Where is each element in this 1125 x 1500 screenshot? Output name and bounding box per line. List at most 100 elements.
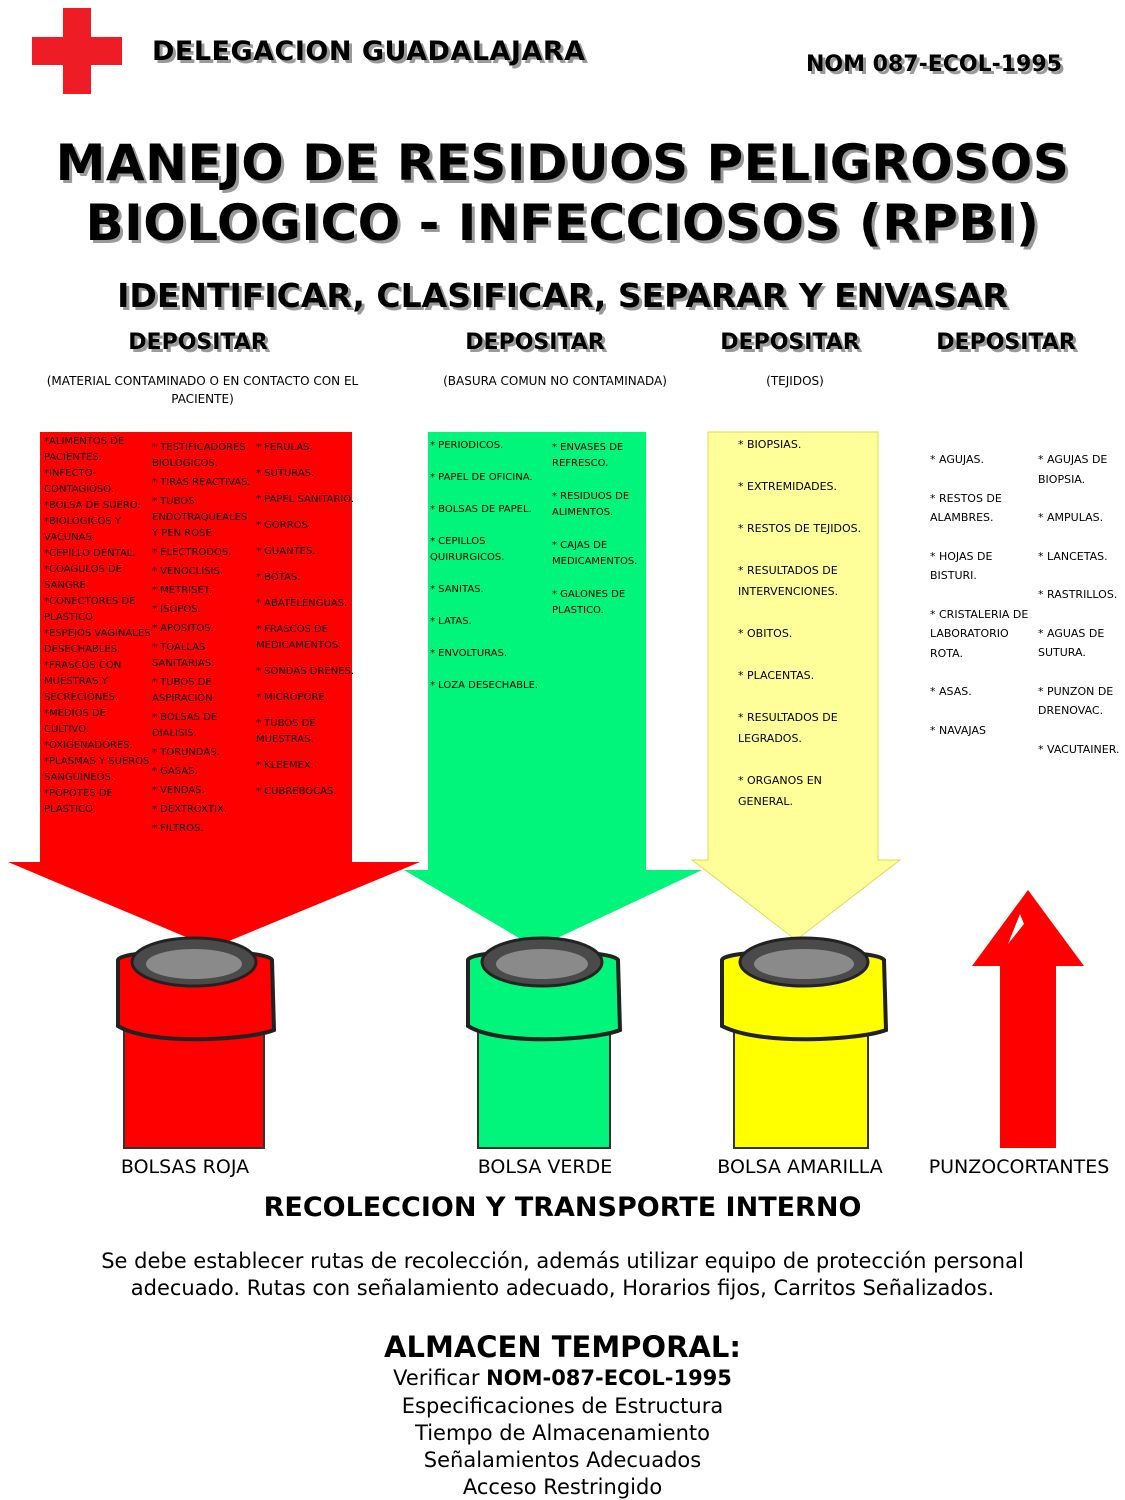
list-item: * LATAS. [430, 616, 472, 627]
list-item: * BOTAS. [256, 572, 301, 583]
yellow-list: * BIOPSIAS. * EXTREMIDADES. * RESTOS DE TE… [738, 434, 878, 833]
red-list-col1: *ALIMENTOS DE PACIENTES. *INFECTO-CONTAGI… [44, 434, 154, 818]
list-item: * CRISTALERIA DE LABORATORIO ROTA. [930, 607, 1029, 660]
red-arrow [8, 432, 420, 948]
list-item: * PLACENTAS. [738, 669, 815, 682]
list-item: * PUNZON DE DRENOVAC. [1038, 684, 1114, 718]
list-item: * VENOCLISIS. [152, 566, 224, 577]
list-item: * SONDAS DRENES. [256, 666, 355, 677]
list-item: * PAPEL DE OFICINA. [430, 472, 533, 483]
recoleccion-heading: RECOLECCION Y TRANSPORTE INTERNO [263, 1192, 862, 1223]
list-item: *BOLSA DE SUERO. [44, 500, 141, 511]
depositar-heading-red: DEPOSITAR [128, 330, 268, 355]
list-item: *CEPILLO DENTAL. [44, 548, 136, 559]
list-item: * VENDAS. [152, 785, 205, 796]
list-item: * RESIDUOS DE ALIMENTOS. [552, 491, 630, 518]
sharps-list-col2: * AGUJAS DE BIOPSIA. * AMPULAS. * LANCETAS… [1038, 450, 1124, 778]
list-item: * CEPILLOS QUIRURGICOS. [430, 536, 505, 563]
recoleccion-text: Se debe establecer rutas de recolección,… [80, 1248, 1045, 1302]
red-cross-logo [32, 8, 122, 94]
list-item: * AMPULAS. [1038, 511, 1104, 524]
green-list-col2: * ENVASES DE REFRESCO. * RESIDUOS DE ALIM… [552, 440, 648, 636]
list-item: * CUBREBOCAS. [256, 786, 337, 797]
list-item: * RESTOS DE TEJIDOS. [738, 522, 862, 535]
list-item: *CONECTORES DE PLÁSTICO. [44, 596, 136, 623]
list-item: * AGUAS DE SUTURA. [1038, 626, 1105, 660]
note-yellow: (TEJIDOS) [766, 374, 824, 388]
list-item: * KLEEMEX. [256, 760, 314, 771]
list-item: * OBITOS. [738, 627, 793, 640]
list-item: * TORUNDAS. [152, 747, 220, 758]
list-item: * APOSITOS. [152, 623, 214, 634]
depositar-heading-yellow: DEPOSITAR [720, 330, 860, 355]
list-item: * FRASCOS DE MEDICAMENTOS. [256, 624, 342, 651]
list-item: * ENVOLTURAS. [430, 648, 508, 659]
list-item: * ASAS. [930, 685, 972, 698]
sharps-list-col1: * AGUJAS. * RESTOS DE ALAMBRES. * HOJAS DE… [930, 450, 1030, 759]
list-item: * ENVASES DE REFRESCO. [552, 442, 624, 469]
page-title-line2: BIOLOGICO - INFECCIOSOS (RPBI) [85, 194, 1040, 252]
list-item: *FRASCOS CON MUESTRAS Y SECRECIONES. [44, 660, 122, 703]
almacen-line: Acceso Restringido [462, 1475, 663, 1499]
sharps-up-arrow-icon [972, 890, 1084, 1148]
list-item: * BOLSAS DE DIALISIS. [152, 712, 218, 739]
note-green: (BASURA COMUN NO CONTAMINADA) [443, 374, 667, 388]
page-subtitle: IDENTIFICAR, CLASIFICAR, SEPARAR Y ENVAS… [117, 276, 1008, 315]
list-item: * GALONES DE PLASTICO. [552, 589, 626, 616]
almacen-verify-norm: NOM-087-ECOL-1995 [486, 1366, 732, 1390]
list-item: * RESTOS DE ALAMBRES. [930, 491, 1002, 525]
almacen-line: Tiempo de Almacenamiento [415, 1421, 710, 1445]
depositar-heading-green: DEPOSITAR [465, 330, 605, 355]
list-item: * TESTIFICADORES BIOLÓGICOS. [152, 442, 246, 469]
list-item: *COAGULOS DE SANGRE. [44, 564, 123, 591]
list-item: * EXTREMIDADES. [738, 480, 838, 493]
list-item: * TOALLAS SANITARIAS. [152, 642, 215, 669]
list-item: * TUBOS DE ASPIRACIÓN. [152, 677, 216, 704]
almacen-line: Señalamientos Adecuados [423, 1448, 702, 1472]
list-item: * SUTURAS. [256, 468, 315, 479]
list-item: * ISOPOS. [152, 604, 201, 615]
page-title-line1: MANEJO DE RESIDUOS PELIGROSOS [55, 134, 1070, 192]
list-item: *MEDIOS DE CULTIVO. [44, 708, 107, 735]
green-bin-icon [466, 936, 623, 1149]
list-item: * RESULTADOS DE LEGRADOS. [738, 711, 838, 745]
list-item: * ORGANOS EN GENERAL. [738, 774, 822, 808]
list-item: * LANCETAS. [1038, 549, 1108, 563]
list-item: * METRISET. [152, 585, 212, 596]
almacen-heading: ALMACEN TEMPORAL: [384, 1330, 741, 1364]
list-item: * GUANTES. [256, 546, 316, 557]
list-item: *PLASMAS Y SUEROS SANGUÍNEOS. [44, 756, 150, 783]
green-list-col1: * PERIODICOS. * PAPEL DE OFICINA. * BOLSAS… [430, 438, 550, 710]
list-item: * PAPEL SANITARIO. [256, 494, 355, 505]
list-item: * TUBOS DE MUESTRAS. [256, 718, 316, 745]
list-item: * AGUJAS. [930, 453, 984, 466]
list-item: * ELECTRODOS. [152, 547, 232, 558]
list-item: * FERULAS. [256, 442, 313, 453]
bin-label-red: BOLSAS ROJA [120, 1156, 250, 1178]
red-list-col3: * FERULAS. * SUTURAS. * PAPEL SANITARIO. * … [256, 440, 356, 810]
list-item: * GASAS. [152, 766, 198, 777]
list-item: * BIOPSIAS. [738, 438, 802, 451]
list-item: * AGUJAS DE BIOPSIA. [1038, 453, 1108, 486]
list-item: * CAJAS DE MEDICAMENTOS. [552, 540, 638, 567]
depositar-heading-sharps: DEPOSITAR [936, 330, 1076, 355]
almacen-verify-prefix: Verificar [393, 1366, 487, 1390]
note-red: (MATERIAL CONTAMINADO O EN CONTACTO CON … [46, 374, 359, 406]
green-arrow [404, 432, 702, 948]
list-item: * PERIODICOS. [430, 440, 504, 451]
list-item: * BOLSAS DE PAPEL. [430, 504, 532, 515]
list-item: * MICROPORE. [256, 692, 328, 703]
red-list-col2: * TESTIFICADORES BIOLÓGICOS. * TIRAS REAC… [152, 440, 256, 840]
list-item: * FILTROS. [152, 823, 204, 834]
list-item: *INFECTO-CONTAGIOSO. [44, 468, 114, 495]
yellow-bin-icon [720, 936, 889, 1149]
list-item: *ALIMENTOS DE PACIENTES. [44, 436, 125, 463]
list-item: * TUBOS ENDOTRAQUEALES Y PEN ROSE. [152, 496, 248, 539]
list-item: * TIRAS REACTIVAS. [152, 477, 251, 488]
recoleccion-line1: Se debe establecer rutas de recolección,… [101, 1249, 1024, 1273]
yellow-arrow [690, 431, 902, 941]
red-bin-icon [116, 936, 277, 1149]
list-item: *ESPEJOS VAGINALES DESECHABLES. [44, 628, 151, 655]
organization-name: DELEGACION GUADALAJARA [152, 36, 586, 67]
